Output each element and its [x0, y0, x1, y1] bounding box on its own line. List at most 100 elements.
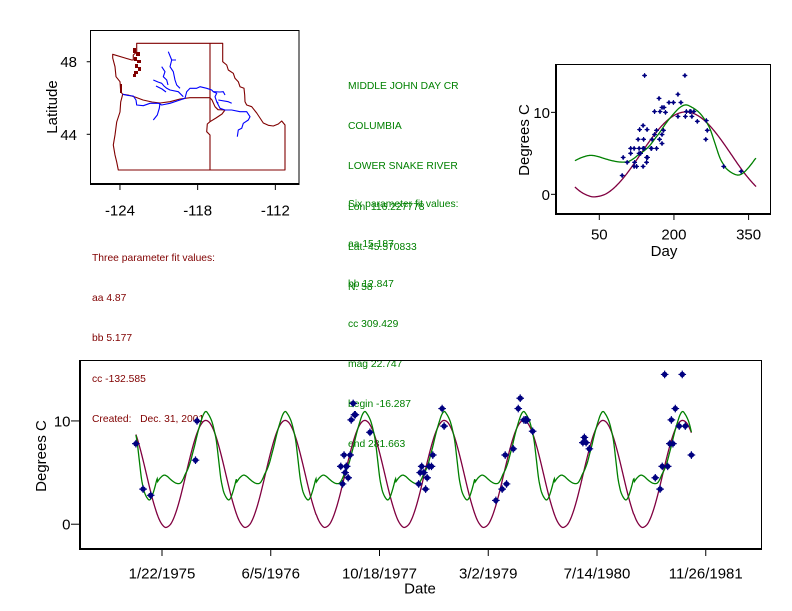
six-param-aa: aa 15.187: [348, 239, 394, 251]
data-point: [659, 132, 665, 137]
data-point: [347, 416, 356, 424]
data-point: [656, 96, 662, 101]
data-point: [637, 127, 643, 132]
data-point: [642, 73, 647, 78]
data-point-cross: [660, 370, 669, 379]
data-point-cross: [721, 164, 727, 169]
data-point: [620, 155, 626, 160]
data-point: [492, 496, 500, 505]
site-info-panel: MIDDLE JOHN DAY CR COLUMBIA LOWER SNAKE …: [348, 56, 459, 308]
data-point-cross: [498, 485, 506, 493]
map-y-tick-label: 44: [60, 127, 77, 144]
series-x-tick-label: 1/22/1975: [129, 566, 196, 583]
seasonal-x-axis-label: Day: [651, 243, 678, 260]
data-point-cross: [703, 137, 709, 142]
data-point-cross: [139, 485, 147, 493]
data-point-cross: [671, 100, 676, 105]
data-point-cross: [682, 114, 688, 119]
three-param-cc: cc -132.585: [92, 373, 146, 385]
six-param-title: Six parameter fit values:: [348, 199, 459, 210]
data-point: [691, 109, 697, 114]
data-point-cross: [675, 91, 681, 97]
six-param-mag: mag 22.747: [348, 359, 403, 371]
seasonal-y-tick-label: 0: [542, 187, 550, 204]
data-point-cross: [628, 150, 634, 156]
data-point: [338, 480, 347, 488]
data-point-cross: [657, 137, 662, 142]
data-point-cross: [689, 114, 695, 119]
snake-river: [216, 101, 251, 137]
data-point: [193, 417, 201, 425]
data-point: [661, 127, 666, 133]
data-point-cross: [654, 127, 659, 133]
data-point: [428, 451, 437, 459]
data-point-cross: [656, 96, 662, 101]
data-point: [501, 451, 510, 459]
data-point: [671, 100, 676, 105]
data-point: [640, 164, 646, 169]
data-point-cross: [661, 127, 666, 133]
data-point-cross: [652, 132, 657, 137]
six-param-bb: bb 12.847: [348, 279, 394, 291]
data-point-cross: [580, 433, 589, 442]
six-param-begin: begin -16.287: [348, 399, 411, 411]
data-point-cross: [703, 118, 709, 123]
six-param-end: end 281.663: [348, 439, 406, 451]
wa-or-id-outline: [112, 42, 286, 171]
data-point: [661, 105, 667, 110]
data-point-cross: [438, 404, 446, 413]
data-point-cross: [637, 127, 643, 132]
data-point-cross: [423, 473, 431, 482]
data-point: [659, 141, 665, 146]
data-point-cross: [516, 394, 525, 403]
data-point-cross: [342, 462, 351, 471]
data-point-cross: [414, 480, 423, 488]
data-point: [624, 159, 630, 165]
data-point: [636, 146, 642, 151]
data-point-cross: [738, 168, 744, 174]
idaho-west-border: [206, 43, 226, 170]
data-point-cross: [681, 422, 690, 430]
data-point: [523, 416, 531, 424]
clearwater-river: [213, 91, 232, 104]
seasonal-x-tick-label: 50: [591, 227, 608, 244]
data-point-cross: [417, 462, 426, 471]
data-point: [651, 473, 660, 482]
data-point-cross: [346, 451, 354, 459]
series-x-tick-label: 11/26/1981: [669, 566, 743, 583]
map-x-tick-label: -112: [261, 203, 290, 220]
sample-count: N: 58: [348, 281, 373, 293]
map-x-tick-label: -124: [105, 203, 135, 220]
data-point-cross: [349, 399, 357, 408]
data-point-cross: [631, 146, 637, 151]
data-point-cross: [338, 480, 347, 488]
data-point-cross: [675, 114, 681, 119]
data-point-cross: [193, 417, 201, 425]
three-param-aa: aa 4.87: [92, 293, 127, 305]
map-frame: [90, 30, 300, 185]
data-point-cross: [678, 370, 687, 379]
data-point-cross: [649, 146, 654, 151]
data-point-cross: [644, 159, 649, 165]
three-param-fit-line: [574, 111, 757, 198]
data-point: [721, 164, 727, 169]
series-y-axis-label: Degrees C: [33, 420, 50, 492]
data-point-cross: [651, 473, 660, 482]
data-point-cross: [641, 146, 647, 151]
data-point-cross: [427, 462, 436, 471]
data-point-cross: [619, 173, 625, 178]
data-point: [631, 146, 637, 151]
data-point: [420, 468, 428, 477]
data-point: [423, 473, 431, 482]
data-point-cross: [585, 445, 594, 453]
yakima-river: [153, 66, 184, 98]
data-point-cross: [657, 109, 663, 114]
data-point: [514, 404, 523, 413]
data-point: [341, 468, 349, 477]
data-point-cross: [661, 105, 667, 110]
data-point-cross: [420, 468, 428, 477]
data-point: [687, 451, 696, 459]
series-x-tick-label: 6/5/1976: [242, 566, 300, 583]
data-point: [654, 127, 659, 133]
series-x-tick-label: 7/14/1980: [564, 566, 631, 583]
